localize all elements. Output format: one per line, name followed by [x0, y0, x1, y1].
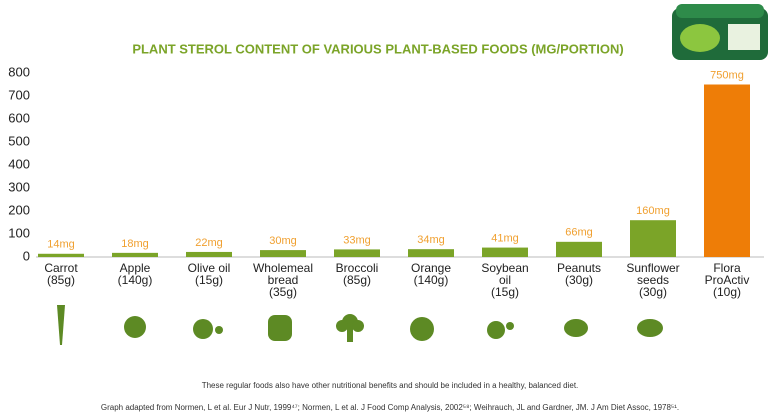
- bar: [408, 249, 454, 257]
- value-label: 22mg: [195, 237, 223, 249]
- y-tick-label: 800: [8, 64, 30, 79]
- footnote: These regular foods also have other nutr…: [202, 381, 579, 390]
- food-icons: [57, 305, 663, 345]
- value-label: 18mg: [121, 238, 149, 250]
- bar: [334, 249, 380, 257]
- value-label: 41mg: [491, 232, 519, 244]
- x-tick-label: Orange (140g): [410, 261, 452, 287]
- source-note: Graph adapted from Normen, L et al. Eur …: [101, 403, 679, 412]
- x-tick-label: Broccoli (85g): [335, 261, 379, 287]
- bar: [556, 241, 602, 257]
- bar: [260, 250, 306, 257]
- x-tick-label: Wholemeal bread (35g): [252, 261, 314, 299]
- x-tick-label: Carrot (85g): [44, 261, 78, 287]
- y-tick-label: 500: [8, 133, 30, 148]
- value-label: 30mg: [269, 235, 297, 247]
- bar: [186, 251, 232, 257]
- y-tick-label: 700: [8, 87, 30, 102]
- value-label: 160mg: [636, 205, 670, 217]
- x-tick-label: Flora ProActiv (10g): [704, 261, 750, 299]
- bar: [112, 252, 158, 257]
- product-pack: [672, 4, 768, 60]
- bar: [630, 220, 676, 257]
- x-tick-label: Apple (140g): [117, 261, 153, 287]
- x-tick-label: Soybean oil (15g): [481, 261, 529, 299]
- y-tick-label: 0: [23, 248, 30, 263]
- y-tick-label: 300: [8, 179, 30, 194]
- y-tick-label: 200: [8, 202, 30, 217]
- bar: [704, 84, 750, 257]
- y-tick-label: 600: [8, 110, 30, 125]
- value-label: 34mg: [417, 234, 445, 246]
- bar: [38, 253, 84, 257]
- value-label: 750mg: [710, 69, 744, 81]
- x-tick-label: Peanuts (30g): [556, 261, 602, 287]
- value-label: 66mg: [565, 227, 593, 239]
- x-tick-label: Olive oil (15g): [187, 261, 231, 287]
- y-tick-label: 100: [8, 225, 30, 240]
- y-tick-label: 400: [8, 156, 30, 171]
- bar: [482, 247, 528, 257]
- value-label: 33mg: [343, 234, 371, 246]
- value-label: 14mg: [47, 239, 75, 251]
- x-tick-label: Sunflower seeds (30g): [626, 261, 680, 299]
- chart-title: PLANT STEROL CONTENT OF VARIOUS PLANT-BA…: [132, 41, 623, 56]
